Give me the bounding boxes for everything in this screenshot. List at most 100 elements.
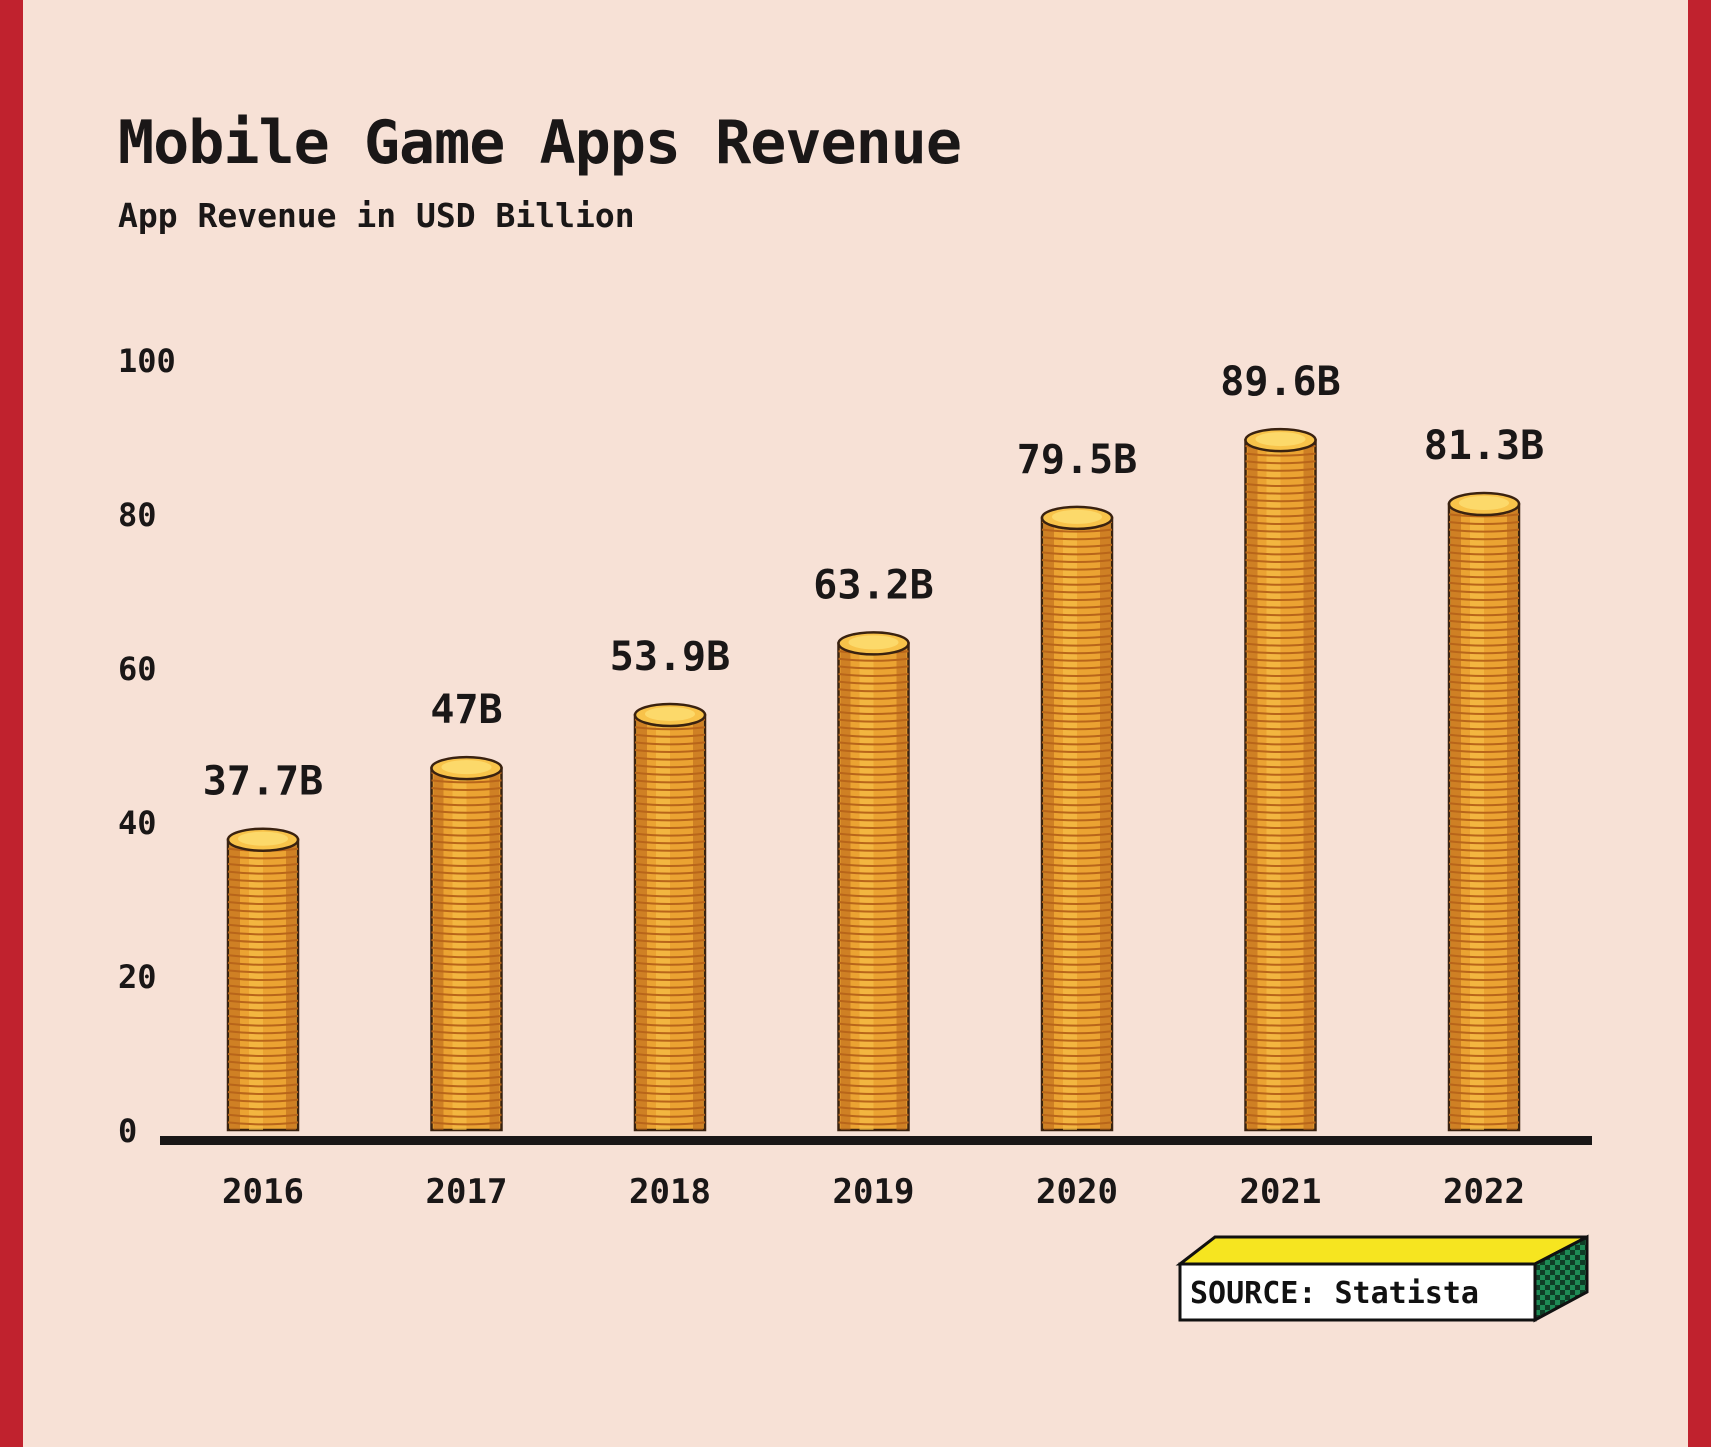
coin-edge xyxy=(1448,825,1520,829)
coin-edge xyxy=(1041,604,1113,609)
coin-edge xyxy=(1448,711,1520,715)
coin-edge xyxy=(634,771,706,776)
coin-edge xyxy=(1041,581,1113,586)
coin-edge xyxy=(227,1121,299,1126)
coin-edge xyxy=(1041,885,1113,890)
coin-edge xyxy=(431,885,502,890)
coin-edge xyxy=(1245,1106,1316,1111)
coin-edge xyxy=(634,840,706,845)
coin-edge xyxy=(1041,878,1113,883)
coin-edge xyxy=(634,992,706,997)
coin-edge xyxy=(1041,749,1113,753)
coin-edge xyxy=(1041,1091,1113,1095)
y-tick-label: 0 xyxy=(118,1112,137,1150)
coin-edge xyxy=(1245,513,1316,518)
coin-edge xyxy=(1245,536,1316,541)
coin-edge xyxy=(838,657,909,662)
coin-edge xyxy=(634,893,706,898)
coin-edge xyxy=(431,832,502,837)
coin-edge xyxy=(838,1098,909,1103)
coin-edge xyxy=(431,1106,502,1111)
coin-edge xyxy=(1448,551,1520,556)
coin-edge xyxy=(634,946,706,951)
coin-edge xyxy=(431,916,502,921)
coin-stack-shade-left xyxy=(1451,503,1461,1130)
coin-edge xyxy=(1041,711,1113,715)
coin-edge xyxy=(1245,969,1316,974)
coin-edge xyxy=(838,847,909,852)
coin-edge xyxy=(634,901,706,905)
coin-edge xyxy=(838,999,909,1004)
coin-edge xyxy=(838,718,909,723)
coin-edge xyxy=(1041,1037,1113,1042)
coin-edge xyxy=(838,855,909,860)
coin-edge xyxy=(838,756,909,761)
coin-edge xyxy=(838,931,909,936)
coin-edge xyxy=(227,999,299,1004)
coin-edge xyxy=(1041,642,1113,647)
y-tick-label: 80 xyxy=(118,496,157,534)
coin-edge xyxy=(1245,1075,1316,1080)
coin-edge xyxy=(1245,825,1316,829)
coin-edge xyxy=(227,885,299,890)
coin-stack-bar xyxy=(837,631,910,1132)
coin-edge xyxy=(1041,597,1113,601)
coin-edge xyxy=(1448,627,1520,632)
coin-edge xyxy=(1041,946,1113,951)
coin-edge xyxy=(227,1106,299,1111)
coin-edge xyxy=(838,863,909,867)
coin-edge xyxy=(431,802,502,807)
coin-edge xyxy=(431,1015,502,1019)
coin-edge xyxy=(431,855,502,860)
coin-edge xyxy=(1245,566,1316,571)
coin-edge xyxy=(1041,855,1113,860)
coin-edge xyxy=(1245,1121,1316,1126)
coin-edge xyxy=(227,1045,299,1050)
coin-edge xyxy=(1245,703,1316,708)
coin-edge xyxy=(634,863,706,867)
coin-stack-shade-left xyxy=(637,714,647,1130)
coin-edge xyxy=(1245,923,1316,928)
coin-edge xyxy=(634,931,706,936)
coin-edge xyxy=(431,908,502,913)
data-label: 79.5B xyxy=(1017,437,1137,483)
coin-edge xyxy=(1245,543,1316,548)
coin-edge xyxy=(1041,923,1113,928)
coin-edge xyxy=(838,908,909,913)
coin-edge xyxy=(634,802,706,807)
coin-stack-highlight xyxy=(656,714,670,1130)
coin-edge xyxy=(1448,893,1520,898)
coin-edge xyxy=(1041,1121,1113,1126)
coin-edge xyxy=(1245,467,1316,472)
coin-edge xyxy=(838,1106,909,1111)
coin-edge xyxy=(1448,597,1520,601)
coin-edge xyxy=(1245,1060,1316,1065)
coin-edge xyxy=(838,870,909,875)
coin-edge xyxy=(1245,802,1316,807)
coin-top-shine xyxy=(1459,495,1509,510)
coin-top-shine xyxy=(441,760,492,775)
coin-edge xyxy=(634,1060,706,1065)
coin-edge xyxy=(838,779,909,784)
coin-edge xyxy=(431,939,502,943)
coin-edge xyxy=(227,923,299,928)
coin-edge xyxy=(1448,779,1520,784)
coin-edge xyxy=(227,939,299,943)
coin-edge xyxy=(1448,619,1520,624)
coin-edge xyxy=(1448,726,1520,731)
coin-edge xyxy=(838,1113,909,1118)
coin-edge xyxy=(1448,794,1520,799)
coin-edge xyxy=(634,1113,706,1118)
coin-edge xyxy=(838,878,909,883)
coin-edge xyxy=(1448,749,1520,753)
coin-edge xyxy=(431,787,502,791)
coin-edge xyxy=(227,1053,299,1057)
coin-edge xyxy=(227,893,299,898)
coin-edge xyxy=(838,992,909,997)
right-border xyxy=(1688,0,1711,1447)
coin-edge xyxy=(838,665,909,670)
coin-edge xyxy=(634,1075,706,1080)
coin-edge xyxy=(1245,840,1316,845)
coin-edge xyxy=(1245,528,1316,533)
